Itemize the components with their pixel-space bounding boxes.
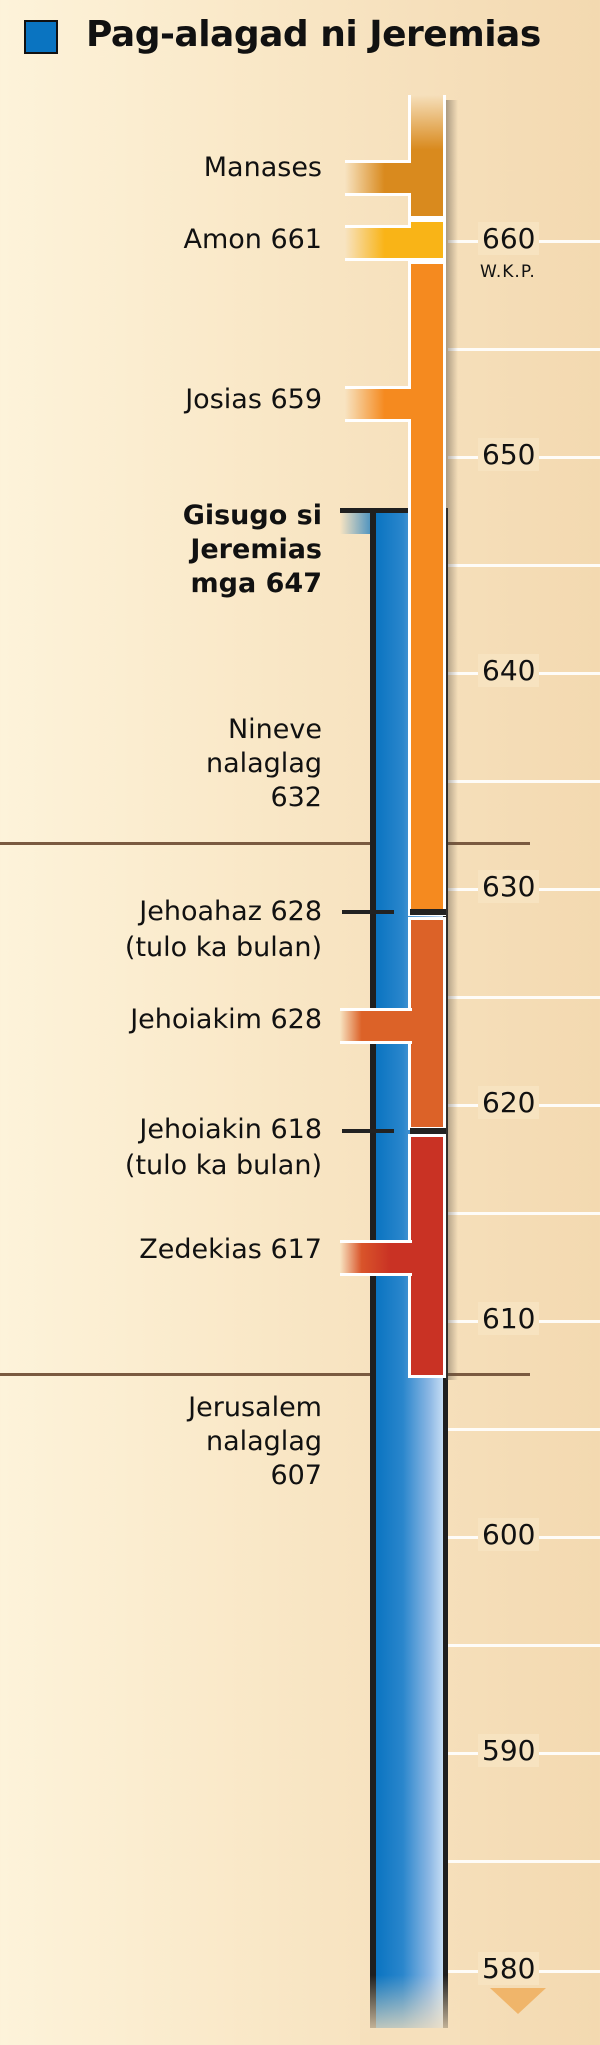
- branch-amon: [345, 225, 411, 261]
- label-jehoiakin-line1: Jehoiakin 618: [139, 1114, 322, 1145]
- label-jerusalem-line3: 607: [270, 1460, 322, 1491]
- label-jeremias-line1: Gisugo si: [182, 500, 322, 531]
- tick-630: 630: [478, 870, 540, 903]
- reign-josias: [408, 261, 446, 916]
- tick-650: 650: [478, 438, 540, 471]
- gridline-655: [448, 348, 600, 351]
- separator-jerusalem: [0, 1373, 530, 1376]
- tick-600: 600: [478, 1518, 540, 1551]
- legend-swatch-jeremias: [24, 20, 58, 54]
- label-jehoahaz-line2: (tulo ka bulan): [124, 932, 322, 963]
- label-jehoiakin-line2: (tulo ka bulan): [124, 1150, 322, 1181]
- label-manases: Manases: [203, 152, 322, 183]
- gridline-605: [448, 1428, 600, 1431]
- era-label: W.K.P.: [480, 262, 536, 282]
- branch-josias: [345, 386, 411, 422]
- tick-660: 660: [478, 222, 540, 255]
- tick-610: 610: [478, 1302, 540, 1335]
- gridline-615: [448, 1212, 600, 1215]
- continue-arrow-icon: [490, 1988, 546, 2014]
- tick-640: 640: [478, 654, 540, 687]
- jeremias-bar-fade: [360, 1975, 460, 2045]
- label-zedekias: Zedekias 617: [139, 1234, 322, 1265]
- marker-jehoahaz: [342, 910, 394, 914]
- branch-manases: [345, 160, 411, 196]
- label-nineve-line1: Nineve: [227, 714, 322, 745]
- label-jerusalem-line1: Jerusalem: [188, 1392, 322, 1423]
- king-column-shadow: [446, 100, 458, 1380]
- reign-amon: [408, 219, 446, 261]
- label-nineve-line3: 632: [270, 782, 322, 813]
- label-nineve-line2: nalaglag: [205, 748, 322, 779]
- label-josias: Josias 659: [185, 384, 322, 415]
- gridline-625: [448, 996, 600, 999]
- reign-manases: [408, 95, 446, 219]
- gridline-585: [448, 1860, 600, 1863]
- gridline-635: [448, 780, 600, 783]
- tick-580: 580: [478, 1952, 540, 1985]
- label-jehoiakim: Jehoiakim 628: [130, 1004, 322, 1035]
- reign-jehoiakim: [408, 917, 446, 1130]
- separator-nineve: [0, 842, 530, 845]
- marker-jehoahaz-column: [410, 909, 446, 915]
- label-jerusalem-line2: nalaglag: [205, 1426, 322, 1457]
- label-jeremias-line2: Jeremias: [190, 534, 322, 565]
- branch-jehoiakim: [340, 1008, 412, 1044]
- chart-title: Pag-alagad ni Jeremias: [86, 14, 541, 55]
- reign-zedekias: [408, 1134, 446, 1378]
- tick-590: 590: [478, 1734, 540, 1767]
- label-jeremias-line3: mga 647: [190, 568, 322, 599]
- gridline-595: [448, 1644, 600, 1647]
- branch-zedekias: [340, 1240, 412, 1276]
- label-amon: Amon 661: [183, 224, 322, 255]
- marker-jehoiakin: [342, 1129, 394, 1133]
- tick-620: 620: [478, 1086, 540, 1119]
- label-jehoahaz-line1: Jehoahaz 628: [139, 896, 322, 927]
- marker-jehoiakin-column: [410, 1128, 446, 1134]
- gridline-645: [448, 564, 600, 567]
